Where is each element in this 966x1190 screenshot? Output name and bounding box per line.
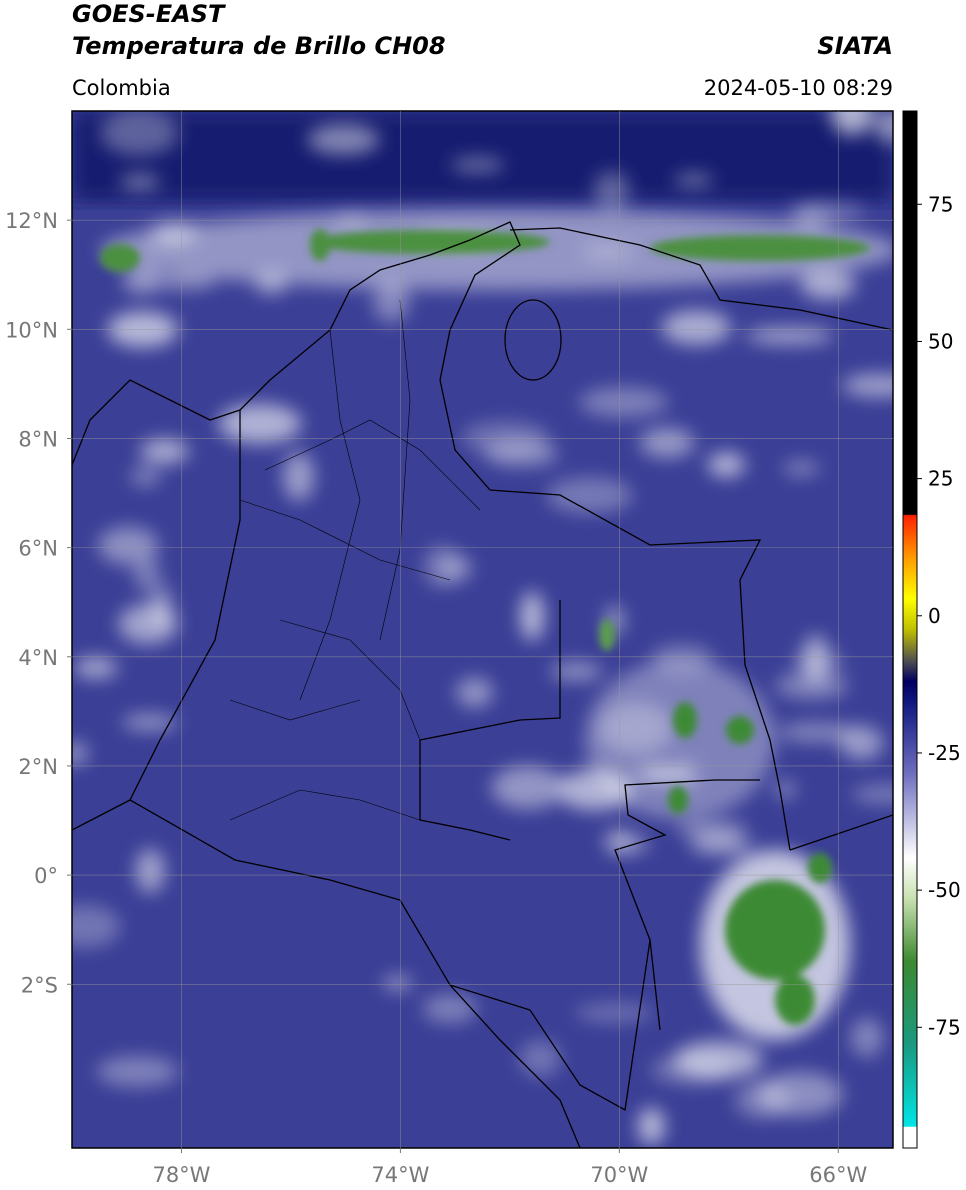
cloud [382,976,413,990]
region: Colombia [72,76,171,100]
cloud [550,662,603,681]
colorbar-tick-label: -75 [928,1015,961,1039]
cloud [661,310,731,345]
cloud [788,202,865,220]
cloud [734,1081,790,1119]
dry-band [72,111,893,201]
cloud [135,848,165,894]
cloud [775,672,849,699]
cloud [830,111,873,136]
cloud [782,461,820,476]
cloud [638,1107,665,1145]
cloud [520,591,544,642]
y-tick-label: 2°N [18,755,58,779]
cloud [690,836,752,854]
cloud [307,124,380,155]
cloud [450,157,505,173]
cloud [283,452,315,502]
colorbar-tick-label: -50 [928,878,961,902]
cloud [842,373,893,398]
cloud [461,421,549,454]
subtitle: Temperatura de Brillo CH08 [72,32,446,60]
cloud [442,554,473,582]
y-tick-label: 2°S [21,973,58,997]
cloud [778,722,857,742]
colorbar-tick-label: 50 [928,329,953,353]
cloud [133,558,161,592]
cloud [851,784,893,804]
cloud [100,111,179,156]
cloud [639,427,695,458]
cloud [676,821,748,838]
y-tick-label: 6°N [18,537,58,561]
cloud [118,603,178,645]
x-tick-label: 78°W [152,1163,210,1187]
cloud [96,1056,179,1087]
cloud [593,170,630,210]
cloud [546,477,633,514]
y-tick-label: 8°N [18,427,58,451]
x-tick-label: 74°W [371,1163,429,1187]
cloud [422,994,478,1024]
cloud [72,904,121,948]
cloud [130,467,161,486]
colorbar-tick-label: 25 [928,467,953,491]
cloud [579,387,669,418]
borders [72,221,893,1148]
departments [229,299,481,821]
colorbar-tick-label: -25 [928,741,961,765]
cloud [792,654,846,670]
x-tick-label: 70°W [590,1163,648,1187]
colorbar [902,110,918,1149]
cloud [604,829,634,855]
title: GOES-EAST [72,0,226,28]
source: SIATA [817,32,893,60]
cloud [850,1018,883,1057]
cloud [152,273,217,290]
cloud [650,1054,732,1085]
y-tick-label: 12°N [5,209,58,233]
cloud [119,175,161,189]
cloud [873,111,893,144]
cloud [707,452,746,478]
cloud [800,270,856,300]
cloud [673,174,714,187]
y-tick-label: 10°N [5,318,58,342]
y-tick-label: 0° [34,864,58,888]
cloud [73,657,118,679]
cold-tops [100,229,870,1025]
cloud [519,1040,561,1077]
cloud [839,725,884,760]
cloud [123,266,161,295]
map [72,111,893,1148]
cloud [218,403,302,444]
cloud [774,779,796,800]
cloud [745,328,834,344]
cloud [72,741,89,766]
datetime: 2024-05-10 08:29 [704,76,893,100]
cloud [491,765,564,810]
cloud [456,677,494,708]
cloud [575,1003,654,1023]
y-tick-label: 4°N [18,646,58,670]
colorbar-tick-label: 75 [928,192,953,216]
cloud [121,714,178,730]
x-tick-label: 66°W [809,1163,867,1187]
cloud [98,526,159,565]
colorbar-tick-label: 0 [928,604,941,628]
map-frame [71,110,894,1149]
cloud [140,439,189,464]
